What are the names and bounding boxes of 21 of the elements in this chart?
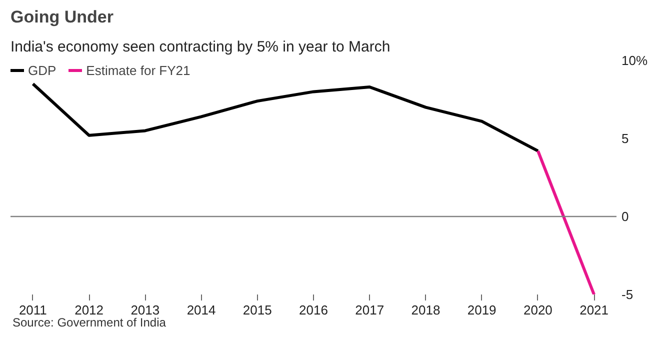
- legend-label: GDP: [28, 62, 56, 78]
- x-tick-label: 2014: [186, 302, 216, 318]
- x-tick-label: 2018: [411, 302, 440, 318]
- x-tick-label: 2020: [523, 302, 552, 318]
- x-tick-label: 2017: [355, 302, 384, 318]
- y-tick-label: 10%: [622, 53, 648, 68]
- x-tick-label: 2012: [74, 302, 104, 318]
- x-tick-label: 2015: [242, 302, 272, 318]
- legend-label: Estimate for FY21: [86, 62, 190, 78]
- y-tick-label: 5: [622, 131, 629, 146]
- y-tick-label: -5: [622, 287, 634, 302]
- x-tick-label: 2016: [299, 302, 328, 318]
- x-tick-label: 2013: [130, 302, 160, 318]
- chart-title: Going Under: [10, 8, 114, 26]
- x-tick-label: 2011: [18, 302, 47, 318]
- x-tick-label: 2021: [580, 302, 609, 318]
- chart-subtitle: India's economy seen contracting by 5% in year to March: [10, 38, 390, 56]
- x-tick-label: 2019: [467, 302, 496, 318]
- line-series: [31, 82, 540, 152]
- y-tick-label: 0: [622, 209, 629, 224]
- source-note: Source: Government of India: [12, 316, 166, 330]
